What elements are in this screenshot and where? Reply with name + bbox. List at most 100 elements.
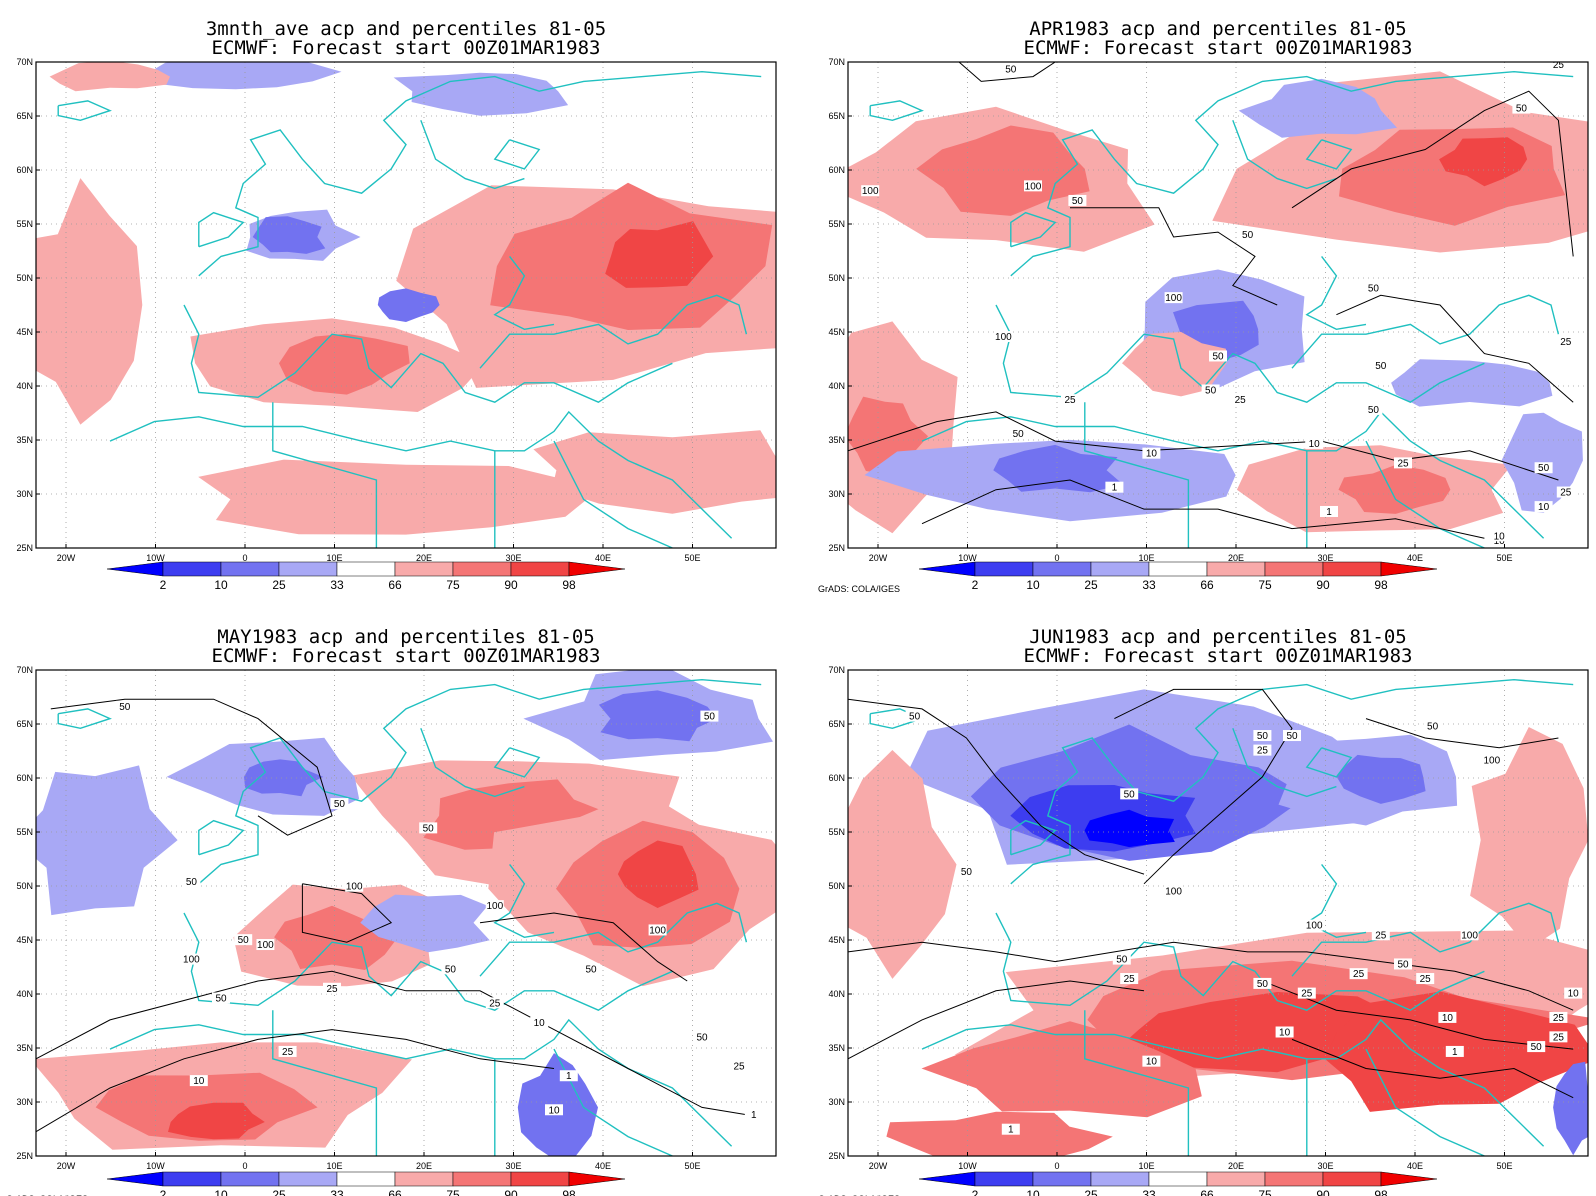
percentile-shading (423, 779, 616, 855)
svg-text:100: 100 (1461, 930, 1478, 941)
svg-text:1: 1 (751, 1110, 757, 1121)
lon-tick-label: 10E (1138, 1161, 1154, 1171)
colorbar-band (1148, 1171, 1208, 1187)
colorbar-band (974, 1171, 1034, 1187)
colorbar-band-high (568, 1171, 626, 1187)
lat-tick-label: 65N (828, 719, 845, 729)
contour-label: 100 (648, 924, 667, 936)
colorbar-band-high (568, 561, 626, 577)
lat-tick-label: 25N (828, 1151, 845, 1161)
colorbar: 2 10 25 33 66 75 90 98 (106, 1171, 626, 1196)
svg-text:10: 10 (1309, 439, 1321, 450)
percentile-shading (148, 62, 342, 90)
contour-label: 50 (1283, 730, 1301, 742)
grads-credit: GrADS: COLA/IGES (6, 1194, 88, 1196)
contour-label: 10 (1142, 1055, 1161, 1068)
lat-tick-label: 35N (16, 435, 33, 445)
contour-label: 50 (1423, 720, 1442, 732)
map-frame (847, 61, 1589, 549)
svg-text:50: 50 (238, 935, 250, 946)
contour-label: 50 (182, 875, 201, 888)
contour-label: 50 (1364, 282, 1383, 294)
lat-tick-label: 45N (16, 327, 33, 337)
colorbar-label: 66 (388, 1188, 402, 1196)
lat-tick-label: 30N (828, 1097, 845, 1107)
lon-tick-label: 30E (505, 553, 521, 563)
colorbar-band (1206, 1171, 1266, 1187)
colorbar-band (336, 561, 396, 577)
coastlines (57, 70, 762, 548)
lon-tick-label: 20E (416, 553, 432, 563)
contour-label: 10 (1564, 987, 1583, 1000)
acp-contours (848, 62, 1574, 539)
map-area (36, 62, 776, 548)
colorbar-band (162, 561, 222, 577)
percentile-shading (993, 444, 1124, 493)
percentile-shading (1391, 359, 1553, 407)
svg-text:25: 25 (1124, 974, 1136, 985)
svg-text:1: 1 (1326, 507, 1332, 518)
contour-label: 25 (1556, 486, 1575, 499)
svg-text:50: 50 (1257, 979, 1269, 990)
panel-title: MAY1983 acp and percentiles 81-05 (217, 626, 595, 648)
percentile-shading (916, 125, 1090, 216)
lat-tick-label: 50N (828, 273, 845, 283)
colorbar-label: 33 (1142, 578, 1156, 592)
contour-label: 10 (1534, 501, 1553, 513)
contour-label: 25 (1231, 394, 1250, 406)
colorbar-label: 2 (160, 578, 167, 592)
contour-label: 50 (1534, 462, 1553, 474)
svg-text:25: 25 (1064, 395, 1076, 406)
lon-tick-label: 10E (326, 553, 342, 563)
contour-label: 50 (1512, 102, 1531, 115)
contour-label: 100 (345, 880, 364, 893)
contour-label: 50 (1527, 1041, 1546, 1053)
colorbar-label: 66 (388, 578, 402, 592)
acp-contours (848, 688, 1574, 1099)
percentile-shading (36, 765, 178, 916)
svg-text:50: 50 (1368, 405, 1380, 416)
percentile-shading (1470, 727, 1588, 950)
lat-tick-label: 60N (828, 773, 845, 783)
lat-lon-grid (36, 670, 776, 1156)
lon-tick-label: 30E (505, 1161, 521, 1171)
svg-text:50: 50 (1072, 196, 1084, 207)
svg-text:50: 50 (696, 1032, 708, 1043)
svg-text:25: 25 (1397, 458, 1409, 469)
contour-label: 25 (1349, 968, 1368, 980)
contour-label: 25 (1253, 744, 1272, 757)
colorbar-label: 90 (1316, 578, 1330, 592)
lat-tick-label: 55N (828, 827, 845, 837)
colorbar-label: 75 (446, 1188, 460, 1196)
percentile-shading (1439, 137, 1528, 187)
svg-text:25: 25 (1553, 1032, 1565, 1043)
contour-label: 50 (1253, 977, 1272, 990)
percentile-shading (1336, 754, 1426, 804)
map-frame (35, 669, 777, 1157)
lon-tick-label: 40E (595, 553, 611, 563)
colorbar-band-low (106, 561, 164, 577)
map-area: 50 50 50 25 50 50 100 100 100 100 50 25 50 25 50 25 25 50… (848, 670, 1588, 1156)
svg-text:10: 10 (1442, 1013, 1454, 1024)
lat-tick-label: 25N (16, 1151, 33, 1161)
lat-tick-label: 40N (16, 989, 33, 999)
contour-label: 50 (582, 963, 600, 975)
lat-tick-label: 70N (16, 665, 33, 675)
contour-label: 50 (1201, 384, 1220, 396)
colorbar-label: 98 (562, 1188, 576, 1196)
svg-text:25: 25 (1353, 969, 1365, 980)
contour-label: 25 (1061, 394, 1079, 406)
percentile-shading (1553, 1061, 1588, 1156)
contour-label: 1 (559, 1070, 578, 1082)
panel-subtitle: ECMWF: Forecast start 00Z01MAR1983 (1024, 645, 1413, 667)
svg-text:50: 50 (1368, 283, 1380, 294)
colorbar-label: 98 (562, 578, 576, 592)
coastlines (869, 678, 1574, 1156)
contour-label: 1 (1001, 1123, 1020, 1136)
lon-tick-label: 50E (1496, 553, 1512, 563)
contour-label: 50 (212, 992, 230, 1004)
svg-text:100: 100 (1165, 887, 1182, 898)
contour-label: 1 (1320, 505, 1338, 518)
contour-label: 25 (278, 1045, 297, 1058)
